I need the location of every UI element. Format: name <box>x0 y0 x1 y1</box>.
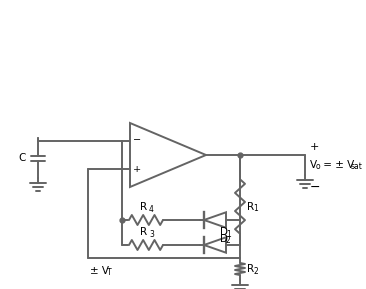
Text: −: − <box>133 136 141 145</box>
Text: C: C <box>19 153 26 163</box>
Text: sat: sat <box>351 162 363 171</box>
Text: D: D <box>220 227 228 237</box>
Text: 2: 2 <box>226 236 231 245</box>
Text: 4: 4 <box>149 205 154 214</box>
Text: ± V: ± V <box>90 266 109 276</box>
Text: o: o <box>316 162 321 171</box>
Text: 1: 1 <box>226 230 231 239</box>
Text: R: R <box>247 201 254 212</box>
Text: R: R <box>141 227 147 237</box>
Text: 2: 2 <box>253 266 258 275</box>
Text: 1: 1 <box>253 204 258 213</box>
Text: D: D <box>220 234 228 244</box>
Text: −: − <box>310 181 321 194</box>
Text: = ± V: = ± V <box>320 160 354 170</box>
Text: +: + <box>133 165 141 174</box>
Text: V: V <box>310 160 317 170</box>
Text: 3: 3 <box>149 230 154 239</box>
Text: R: R <box>247 264 254 274</box>
Text: R: R <box>141 202 147 212</box>
Text: +: + <box>310 142 320 152</box>
Text: T: T <box>107 268 112 277</box>
